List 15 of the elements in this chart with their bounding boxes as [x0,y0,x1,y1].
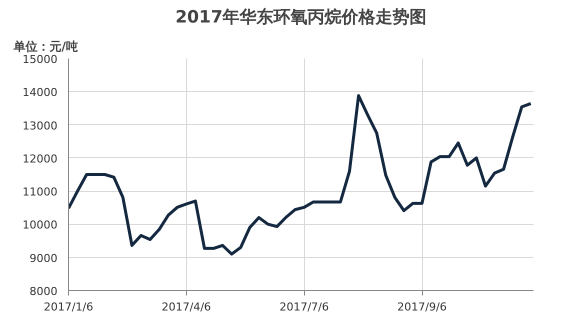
line-series [68,94,532,256]
x-tick-label: 2017/7/6 [279,300,329,314]
y-tick-label: 13000 [22,119,58,132]
y-tick-label: 14000 [22,86,58,100]
y-tick-label: 11000 [22,186,58,199]
y-tick-label: 12000 [22,152,58,166]
y-tick-label: 10000 [22,218,58,232]
x-tick-label: 2017/4/6 [162,300,212,314]
chart-title: 2017年华东环氧丙烷价格走势图 [175,8,427,28]
y-axis-title: 单位：元/吨 [12,40,78,54]
x-tick-label: 2017/1/6 [44,300,94,314]
x-tick-label: 2017/9/6 [397,300,447,314]
y-tick-label: 8000 [30,285,58,298]
y-tick-label: 15000 [22,53,58,66]
y-tick-label: 9000 [30,252,58,265]
